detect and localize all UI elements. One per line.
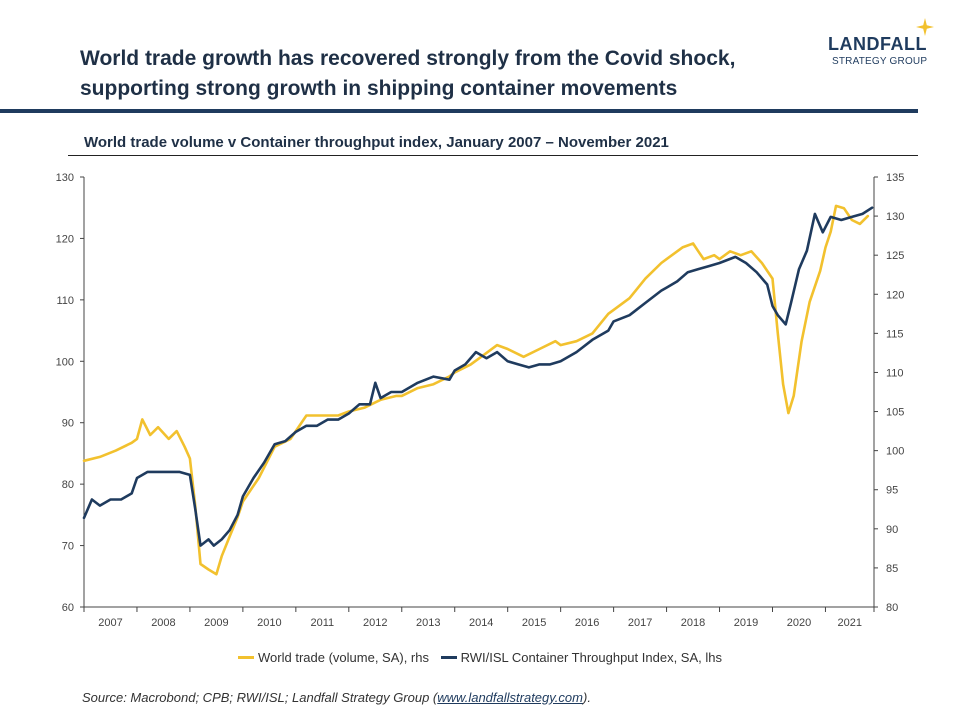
right-tick-label: 120 — [886, 289, 904, 301]
headline: World trade growth has recovered strongl… — [80, 44, 800, 104]
x-tick-label: 2020 — [787, 617, 811, 629]
x-tick-label: 2013 — [416, 617, 440, 629]
chart-title-divider — [68, 155, 918, 156]
left-tick-label: 120 — [56, 233, 74, 245]
world-trade-line — [82, 204, 870, 576]
star-icon — [916, 18, 934, 36]
x-tick-label: 2011 — [310, 617, 334, 629]
header-divider — [0, 109, 918, 113]
x-tick-label: 2019 — [734, 617, 758, 629]
left-tick-label: 90 — [62, 418, 74, 430]
legend-swatch-container — [440, 656, 457, 660]
chart-title: World trade volume v Container throughpu… — [84, 134, 669, 151]
source-prefix: Source: Macrobond; CPB; RWI/ISL; Landfal… — [82, 690, 438, 705]
x-tick-label: 2016 — [575, 617, 599, 629]
x-tick-label: 2008 — [151, 617, 175, 629]
x-tick-label: 2007 — [98, 617, 122, 629]
x-tick-label: 2014 — [469, 617, 493, 629]
headline-line-1: World trade growth has recovered strongl… — [80, 47, 736, 70]
right-tick-label: 125 — [886, 250, 904, 262]
headline-line-2: supporting strong growth in shipping con… — [80, 77, 678, 100]
legend-label-world-trade: World trade (volume, SA), rhs — [258, 650, 429, 665]
right-tick-label: 115 — [886, 328, 904, 340]
right-tick-label: 95 — [886, 485, 898, 497]
right-tick-label: 100 — [886, 446, 904, 458]
x-tick-label: 2012 — [363, 617, 387, 629]
brand-name: LANDFALL — [828, 34, 927, 54]
right-tick-label: 85 — [886, 563, 898, 575]
x-tick-label: 2021 — [837, 617, 861, 629]
legend-item-world-trade: World trade (volume, SA), rhs — [238, 650, 429, 665]
right-tick-label: 80 — [886, 602, 898, 614]
x-tick-label: 2018 — [681, 617, 705, 629]
container-throughput-line — [82, 206, 874, 547]
source-note: Source: Macrobond; CPB; RWI/ISL; Landfal… — [82, 690, 591, 705]
left-tick-label: 110 — [56, 295, 74, 307]
legend-item-container: RWI/ISL Container Throughput Index, SA, … — [440, 650, 722, 665]
left-tick-label: 60 — [62, 602, 74, 614]
right-tick-label: 90 — [886, 524, 898, 536]
right-tick-label: 110 — [886, 367, 904, 379]
brand-subtitle: STRATEGY GROUP — [832, 56, 928, 67]
x-tick-label: 2009 — [204, 617, 228, 629]
right-tick-label: 135 — [886, 172, 904, 184]
legend: World trade (volume, SA), rhs RWI/ISL Co… — [0, 650, 960, 665]
right-tick-label: 105 — [886, 407, 904, 419]
left-tick-label: 100 — [56, 356, 74, 368]
x-tick-label: 2010 — [257, 617, 281, 629]
x-tick-label: 2017 — [628, 617, 652, 629]
chart: 60 70 80 90 100 110 120 130 80 85 90 95 100 105 110 115… — [56, 172, 905, 629]
right-tick-label: 130 — [886, 211, 904, 223]
left-tick-label: 80 — [62, 479, 74, 491]
left-tick-label: 70 — [62, 541, 74, 553]
x-tick-label: 2015 — [522, 617, 546, 629]
legend-swatch-world-trade — [238, 656, 255, 660]
legend-label-container: RWI/ISL Container Throughput Index, SA, … — [460, 650, 722, 665]
source-link[interactable]: www.landfallstrategy.com — [437, 690, 583, 705]
source-suffix: ). — [582, 690, 591, 705]
left-tick-label: 130 — [56, 172, 74, 184]
